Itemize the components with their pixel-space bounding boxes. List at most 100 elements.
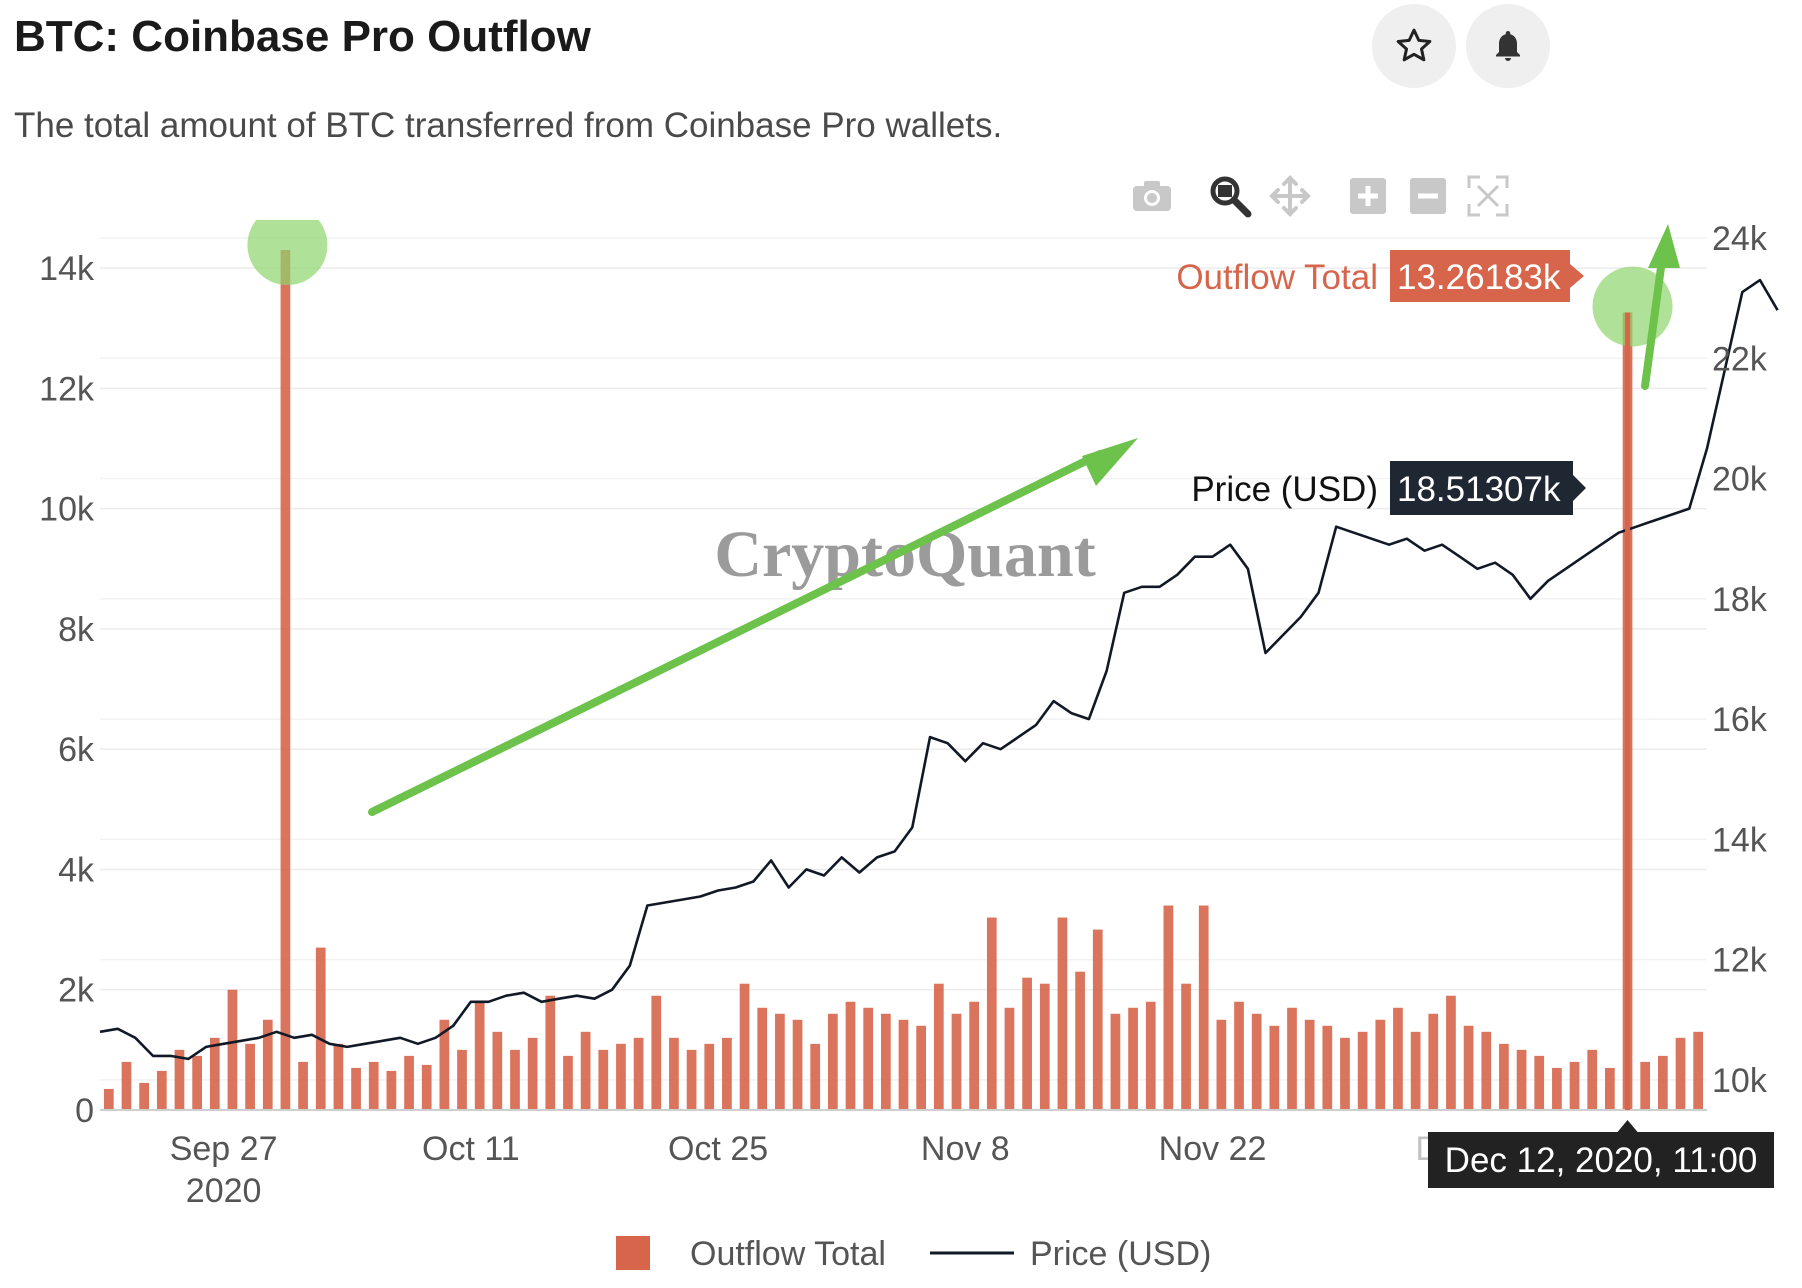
outflow-bar (1640, 1061, 1651, 1110)
watermark: CryptoQuant (714, 518, 1095, 591)
outflow-bar (722, 1037, 732, 1110)
outflow-bar (775, 1013, 785, 1110)
outflow-bar (1428, 1013, 1439, 1110)
outflow-bar (1393, 1007, 1403, 1110)
alert-button[interactable] (1466, 4, 1550, 88)
outflow-bar (1693, 1031, 1704, 1110)
legend-outflow-swatch (616, 1236, 650, 1270)
y-left-tick-label: 4k (58, 851, 95, 889)
page-subtitle: The total amount of BTC transferred from… (14, 106, 1003, 145)
outflow-bar (739, 983, 750, 1110)
outflow-bar (351, 1067, 361, 1110)
price-tip-label: Price (USD) (1191, 470, 1378, 509)
outflow-tip-pointer (1570, 264, 1584, 288)
outflow-bar (1481, 1031, 1492, 1110)
outflow-bar (704, 1043, 715, 1110)
highlight-circle (247, 220, 328, 286)
outflow-bar (845, 1001, 856, 1110)
outflow-bar (1251, 1013, 1262, 1110)
outflow-bar (1181, 983, 1191, 1110)
zoom-in-icon (1350, 178, 1386, 214)
zoom-in-button[interactable] (1340, 168, 1396, 224)
x-tick-label: Sep 27 (170, 1130, 278, 1168)
y-right-tick-label: 12k (1712, 942, 1768, 980)
outflow-bar (492, 1031, 503, 1110)
y-left-tick-label: 2k (58, 972, 95, 1010)
outflow-bar (245, 1043, 255, 1110)
y-right-tick-label: 10k (1712, 1062, 1768, 1100)
outflow-bar (1216, 1019, 1227, 1110)
price-line (99, 278, 1779, 1061)
y-left-tick-label: 0 (75, 1092, 94, 1130)
outflow-bar (262, 1019, 273, 1110)
outflow-bar (757, 1007, 768, 1110)
outflow-bar (1057, 917, 1068, 1110)
x-tick-year: 2020 (186, 1172, 262, 1210)
outflow-bar (986, 917, 997, 1110)
zoom-out-button[interactable] (1400, 168, 1456, 224)
star-icon (1396, 28, 1432, 62)
outflow-bar (1552, 1067, 1562, 1110)
outflow-bar (545, 995, 556, 1110)
outflow-bar (1410, 1031, 1421, 1110)
legend-price-label: Price (USD) (1030, 1235, 1211, 1273)
outflow-bar (1605, 1067, 1615, 1110)
outflow-bar (863, 1007, 874, 1110)
favorite-button[interactable] (1372, 4, 1456, 88)
y-right-tick-label: 18k (1712, 581, 1768, 619)
outflow-bar (1463, 1025, 1474, 1110)
outflow-bar (1128, 1007, 1138, 1110)
outflow-bar (616, 1043, 626, 1110)
outflow-bar (386, 1070, 397, 1110)
y-right-tick-label: 14k (1712, 821, 1768, 859)
date-tip-text: Dec 12, 2020, 11:00 (1445, 1141, 1758, 1180)
zoom-out-icon (1410, 178, 1446, 214)
trend-arrow-head (1082, 438, 1138, 486)
outflow-bar (421, 1064, 432, 1110)
outflow-bar (1198, 905, 1209, 1110)
price-tip-box (1390, 461, 1573, 515)
outflow-bar (1075, 971, 1085, 1110)
outflow-bar (933, 983, 944, 1110)
zoom-button[interactable] (1202, 168, 1258, 224)
outflow-bar (1587, 1049, 1598, 1110)
outflow-bar (209, 1037, 220, 1110)
y-left-tick-label: 10k (39, 491, 95, 529)
camera-button[interactable] (1124, 168, 1180, 224)
outflow-bar (1022, 977, 1032, 1110)
camera-icon (1133, 181, 1171, 211)
y-right-tick-label: 20k (1712, 461, 1768, 499)
outflow-bar (1446, 995, 1456, 1110)
outflow-bar (598, 1049, 609, 1110)
outflow-bar (510, 1049, 520, 1110)
chart-svg: CryptoQuant 02k4k6k8k10k12k14k10k12k14k1… (39, 220, 1779, 1273)
outflow-bar (1269, 1025, 1280, 1110)
y-right-tick-label: 16k (1712, 701, 1768, 739)
date-tip-box (1428, 1132, 1774, 1188)
outflow-tip-label: Outflow Total (1176, 258, 1378, 297)
outflow-bar (880, 1013, 891, 1110)
outflow-bar (280, 250, 291, 1110)
outflow-bar (792, 1019, 803, 1110)
outflow-bar (916, 1025, 927, 1110)
x-tick-label: Nov 22 (1159, 1130, 1267, 1168)
outflow-bar (1499, 1043, 1509, 1110)
x-tick-label: Oct 11 (422, 1130, 520, 1168)
outflow-bar (580, 1031, 591, 1110)
outflow-bar (439, 1019, 450, 1110)
outflow-bar (156, 1070, 167, 1110)
legend-outflow-label: Outflow Total (690, 1235, 886, 1273)
y-right-tick-label: 24k (1712, 220, 1768, 258)
outflow-bar (298, 1061, 308, 1110)
page-title: BTC: Coinbase Pro Outflow (14, 12, 591, 61)
autoscale-button[interactable] (1460, 168, 1516, 224)
bell-icon (1496, 31, 1520, 61)
outflow-bar (1234, 1001, 1244, 1110)
outflow-bar (1357, 1031, 1368, 1110)
pan-button[interactable] (1262, 168, 1318, 224)
outflow-bar (1657, 1055, 1668, 1110)
outflow-bar (333, 1043, 344, 1110)
outflow-bar (651, 995, 662, 1110)
annotations (247, 220, 1680, 816)
outflow-bar (1145, 1001, 1156, 1110)
